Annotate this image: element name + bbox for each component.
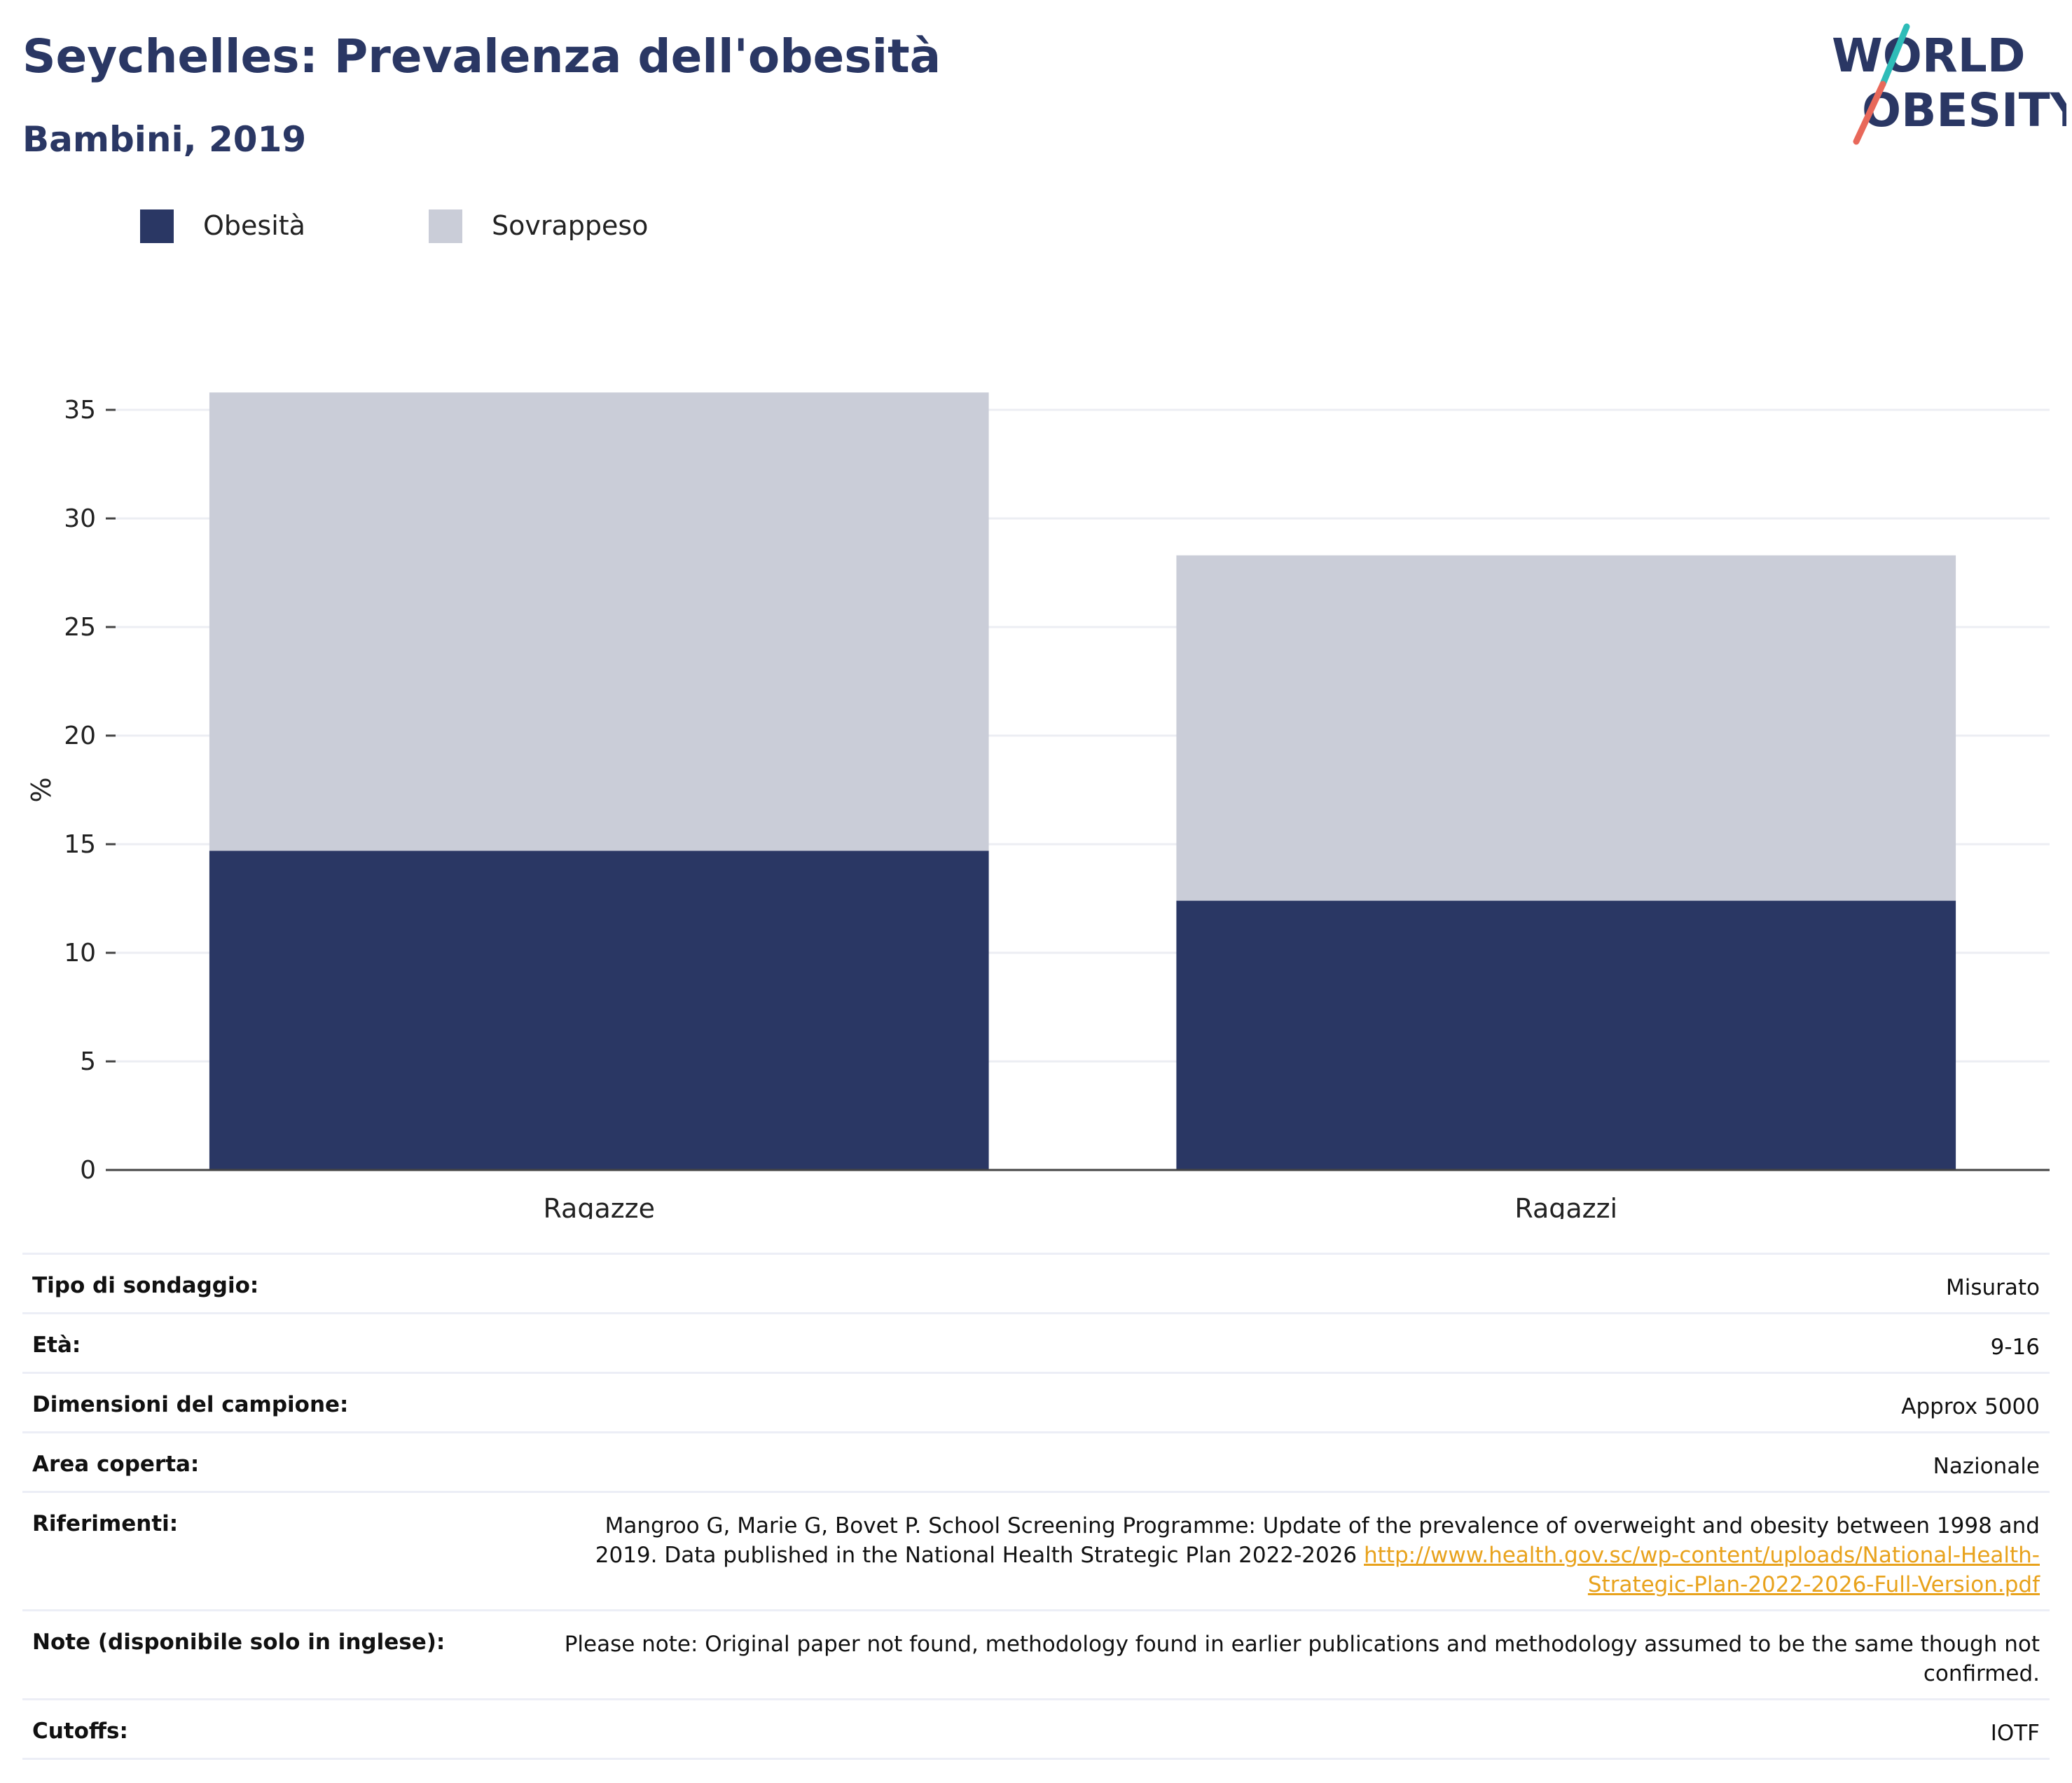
info-row: Età: 9-16 — [22, 1312, 2050, 1372]
info-value-text: Approx 5000 — [1901, 1394, 2040, 1419]
info-value-text: 9-16 — [1990, 1335, 2040, 1360]
info-label: Età: — [32, 1333, 81, 1358]
info-label: Cutoffs: — [32, 1719, 128, 1744]
info-row: Area coperta: Nazionale — [22, 1431, 2050, 1491]
info-label: Area coperta: — [32, 1452, 200, 1477]
info-value: Mangroo G, Marie G, Bovet P. School Scre… — [537, 1493, 2050, 1599]
info-label: Riferimenti: — [32, 1511, 179, 1536]
stacked-bar-chart: 0 5 10 15 20 25 30 35% Ragazze Ragazzi — [26, 392, 2050, 1219]
info-row: Cutoffs: IOTF — [22, 1698, 2050, 1760]
legend-label-overweight: Sovrappeso — [492, 210, 649, 241]
info-value: Please note: Original paper not found, m… — [537, 1611, 2050, 1688]
x-tick-label: Ragazze — [543, 1193, 655, 1219]
bar-overweight-ragazze — [209, 392, 989, 851]
logo-text-world: WORLD — [1832, 29, 2026, 83]
chart-title: Seychelles: Prevalenza dell'obesità — [22, 29, 941, 83]
y-tick-label: 25 — [64, 613, 96, 642]
info-row: Note (disponibile solo in inglese): Pleas… — [22, 1609, 2050, 1698]
info-value-text: IOTF — [1990, 1721, 2040, 1746]
logo-slash-coral — [1853, 81, 1886, 145]
y-tick-label: 15 — [64, 830, 96, 859]
chart-subtitle: Bambini, 2019 — [22, 119, 307, 160]
info-value: Approx 5000 — [537, 1374, 2050, 1421]
info-value: Nazionale — [537, 1433, 2050, 1481]
info-value: Misurato — [537, 1255, 2050, 1302]
legend-label-obesity: Obesità — [203, 210, 305, 241]
info-value-text: Please note: Original paper not found, m… — [564, 1632, 2040, 1686]
info-value-text: Misurato — [1945, 1275, 2040, 1300]
bar-obesity-ragazzi — [1176, 900, 1956, 1170]
legend-swatch-obesity — [140, 209, 174, 243]
info-label: Note (disponibile solo in inglese): — [32, 1630, 446, 1655]
reference-link[interactable]: http://www.health.gov.sc/wp-content/uplo… — [1364, 1543, 2040, 1597]
y-tick-label: 10 — [64, 939, 96, 968]
logo-text-obesity: OBESITY — [1862, 83, 2066, 137]
info-value-text: Mangroo G, Marie G, Bovet P. School Scre… — [595, 1513, 2040, 1568]
y-tick-label: 35 — [64, 396, 96, 425]
world-obesity-logo: WORLD OBESITY — [1832, 23, 2066, 145]
info-row: Tipo di sondaggio: Misurato — [22, 1253, 2050, 1312]
y-tick-label: 5 — [80, 1047, 96, 1076]
y-tick-label: 20 — [64, 722, 96, 750]
survey-info-table: Tipo di sondaggio: Misurato Età: 9-16 Dimens… — [22, 1253, 2050, 1760]
y-tick-label: 0 — [80, 1156, 96, 1185]
x-tick-label: Ragazzi — [1514, 1193, 1617, 1219]
legend-swatch-overweight — [429, 209, 462, 243]
info-label: Tipo di sondaggio: — [32, 1273, 259, 1298]
info-row: Dimensioni del campione: Approx 5000 — [22, 1372, 2050, 1431]
info-label: Dimensioni del campione: — [32, 1392, 349, 1417]
bar-overweight-ragazzi — [1176, 555, 1956, 901]
info-value-text: Nazionale — [1933, 1454, 2040, 1479]
logo-slash-teal — [1879, 23, 1910, 88]
bar-obesity-ragazze — [209, 851, 989, 1170]
info-value: 9-16 — [537, 1314, 2050, 1362]
info-value: IOTF — [537, 1700, 2050, 1748]
y-axis-label: % — [26, 777, 57, 802]
y-tick-label: 30 — [64, 504, 96, 533]
info-row: Riferimenti: Mangroo G, Marie G, Bovet P.… — [22, 1491, 2050, 1609]
